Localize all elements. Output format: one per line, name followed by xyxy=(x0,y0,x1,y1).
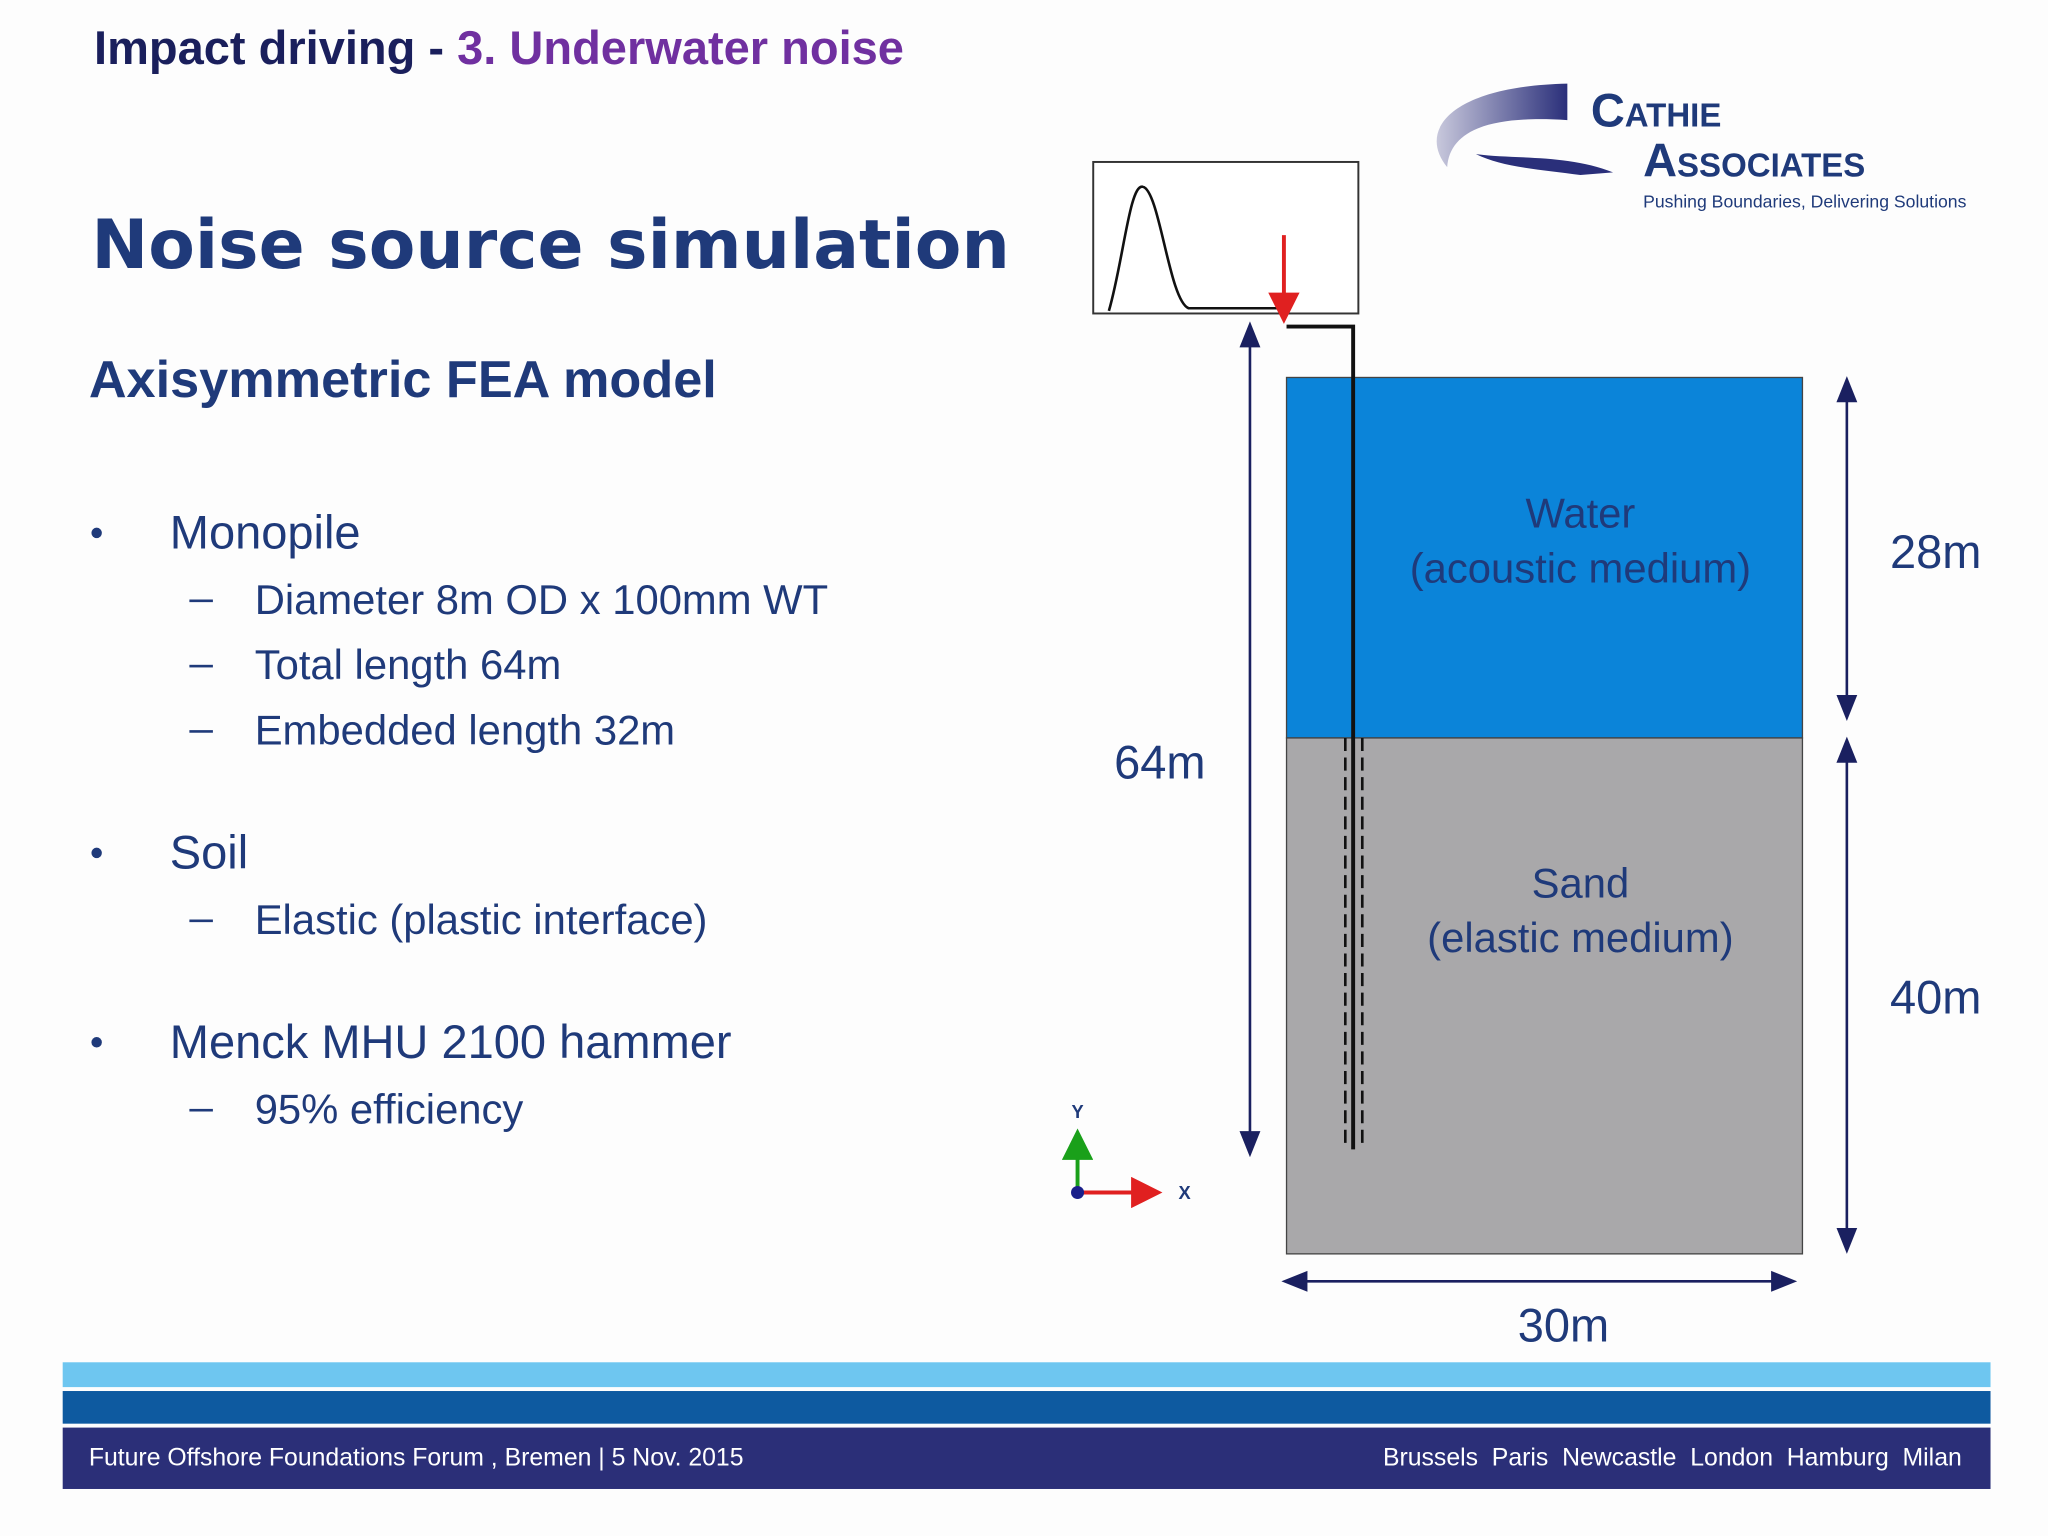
dimension-label: 64m xyxy=(1114,735,1205,788)
header: Impact driving -3. Underwater noise xyxy=(94,21,904,74)
sub-bullet-text: Elastic (plastic interface) xyxy=(255,896,708,943)
diagram: Water (acoustic medium) Sand (elastic me… xyxy=(1061,160,1981,1351)
region-label: Water xyxy=(1525,490,1635,537)
bullet-dot xyxy=(91,1037,102,1048)
axis-label: Y xyxy=(1071,1101,1083,1122)
footer: Future Offshore Foundations Forum , Brem… xyxy=(62,1362,1991,1489)
pulse-graph xyxy=(1092,160,1360,315)
sub-dash xyxy=(189,664,213,668)
pile xyxy=(1286,324,1356,1150)
region-label: (elastic medium) xyxy=(1427,914,1733,961)
dimension-label: 30m xyxy=(1518,1298,1609,1351)
sub-dash xyxy=(189,730,213,733)
sub-bullet-text: Diameter 8m OD x 100mm WT xyxy=(255,576,828,623)
logo: Cathie Associates Pushing Boundaries, De… xyxy=(1436,83,1967,212)
axis-origin xyxy=(1071,1185,1085,1200)
bullet-list: Monopile Diameter 8m OD x 100mm WT Total l… xyxy=(91,506,828,1132)
logo-tagline: Pushing Boundaries, Delivering Solutions xyxy=(1643,192,1967,212)
slide-title: Noise source simulation xyxy=(91,206,1009,285)
subtitle: Axisymmetric FEA model xyxy=(89,351,717,409)
sub-dash xyxy=(189,919,213,923)
dimension-label: 40m xyxy=(1890,971,1981,1024)
region-label: (acoustic medium) xyxy=(1410,545,1751,592)
region-label: Sand xyxy=(1532,859,1630,906)
footer-event: Future Offshore Foundations Forum , Brem… xyxy=(89,1444,744,1471)
sub-bullet-text: 95% efficiency xyxy=(255,1085,524,1132)
bullet-text: Soil xyxy=(170,826,248,879)
sub-dash xyxy=(189,599,213,603)
bullet-dot xyxy=(91,527,102,539)
sand-region xyxy=(1285,737,1804,1255)
water-region xyxy=(1285,376,1804,739)
dimension-label: 28m xyxy=(1890,525,1981,578)
bullet-dot xyxy=(91,847,102,859)
bullet-text: Menck MHU 2100 hammer xyxy=(170,1015,732,1068)
pulse-curve xyxy=(1107,185,1280,312)
axis-label: X xyxy=(1179,1182,1192,1203)
logo-line: Associates xyxy=(1643,133,1865,186)
sub-dash xyxy=(189,1108,213,1112)
logo-line: Cathie xyxy=(1591,84,1722,137)
bullet-text: Monopile xyxy=(170,506,361,559)
footer-cities: Brussels Paris Newcastle London Hamburg … xyxy=(1383,1444,1962,1471)
sub-bullet-text: Embedded length 32m xyxy=(255,706,675,753)
sub-bullet-text: Total length 64m xyxy=(255,641,562,688)
